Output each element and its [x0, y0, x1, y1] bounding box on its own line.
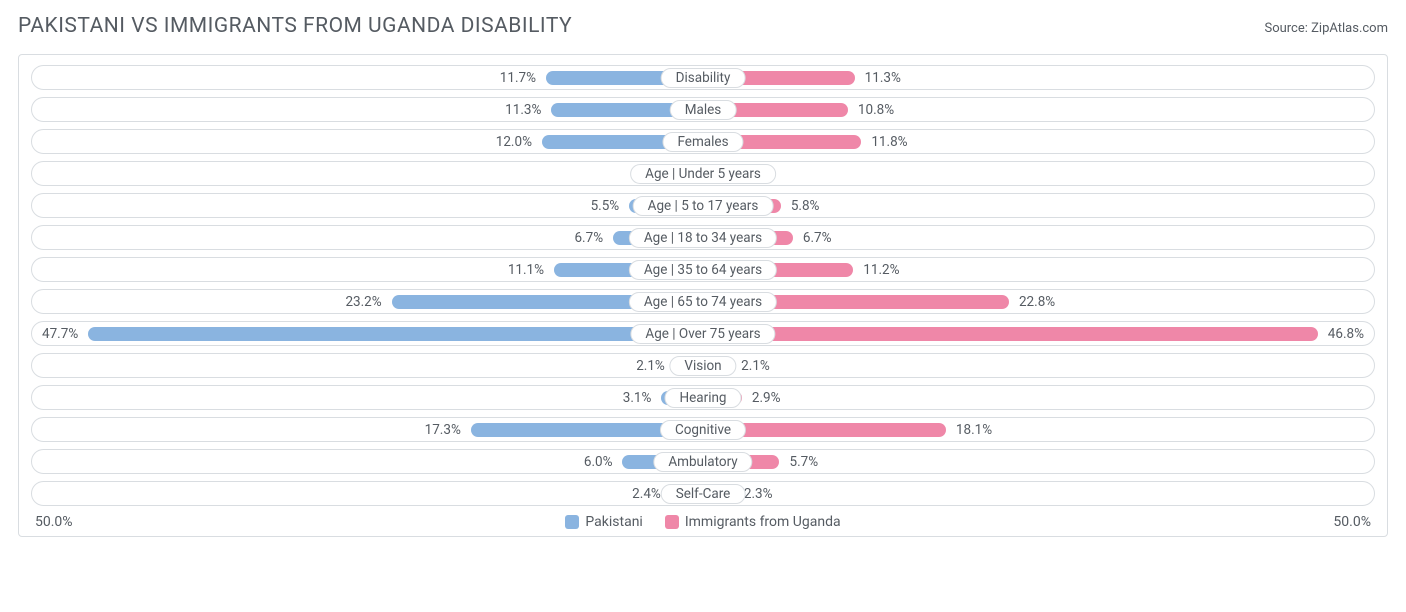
bar-left-value: 3.1% [613, 390, 662, 406]
bar-left-half: 5.5% [32, 194, 703, 217]
bar-right-value: 11.2% [853, 262, 909, 278]
bar-left-value: 11.3% [495, 102, 551, 118]
bar-left-value: 11.7% [490, 70, 546, 86]
bar-right-half: 1.1% [703, 162, 1374, 185]
bar-right-value: 5.7% [779, 454, 828, 470]
bar-left [88, 327, 703, 341]
chart-row: 6.7% 6.7% Age | 18 to 34 years [31, 225, 1375, 250]
row-label: Age | 18 to 34 years [629, 228, 777, 248]
bar-left-half: 2.1% [32, 354, 703, 377]
bar-left-half: 6.7% [32, 226, 703, 249]
bar-right-half: 11.2% [703, 258, 1374, 281]
chart-row: 5.5% 5.8% Age | 5 to 17 years [31, 193, 1375, 218]
bar-left-half: 17.3% [32, 418, 703, 441]
row-label: Age | Over 75 years [630, 324, 775, 344]
bar-left-value: 23.2% [335, 294, 391, 310]
chart-title: PAKISTANI VS IMMIGRANTS FROM UGANDA DISA… [18, 14, 572, 38]
bar-left-half: 47.7% [32, 322, 703, 345]
bar-right-value: 11.8% [861, 134, 917, 150]
row-label: Vision [669, 356, 736, 376]
bar-left-value: 6.0% [574, 454, 623, 470]
row-label: Age | 5 to 17 years [633, 196, 774, 216]
bar-left-half: 6.0% [32, 450, 703, 473]
bar-left-half: 11.7% [32, 66, 703, 89]
chart-row: 11.7% 11.3% Disability [31, 65, 1375, 90]
chart-container: 11.7% 11.3% Disability 11.3% 10.8% Males 12.0%… [18, 54, 1388, 537]
bar-left-half: 1.3% [32, 162, 703, 185]
bar-right-half: 2.9% [703, 386, 1374, 409]
chart-row: 3.1% 2.9%Hearing [31, 385, 1375, 410]
bar-right-value: 46.8% [1318, 326, 1374, 342]
chart-row: 2.1% 2.1%Vision [31, 353, 1375, 378]
header: PAKISTANI VS IMMIGRANTS FROM UGANDA DISA… [18, 14, 1388, 38]
chart-row: 1.3%1.1%Age | Under 5 years [31, 161, 1375, 186]
bar-right-half: 10.8% [703, 98, 1374, 121]
bar-right-half: 18.1% [703, 418, 1374, 441]
row-label: Males [670, 100, 737, 120]
bar-left-value: 6.7% [564, 230, 613, 246]
scale-right-label: 50.0% [1333, 514, 1371, 530]
row-label: Females [662, 132, 743, 152]
row-label: Cognitive [660, 420, 746, 440]
chart-row: 47.7% 46.8% Age | Over 75 years [31, 321, 1375, 346]
bar-right-half: 6.7% [703, 226, 1374, 249]
chart-row: 11.1% 11.2% Age | 35 to 64 years [31, 257, 1375, 282]
row-label: Self-Care [661, 484, 746, 504]
bar-right-half: 11.3% [703, 66, 1374, 89]
bar-left-value: 11.1% [498, 262, 554, 278]
bar-left-half: 2.4% [32, 482, 703, 505]
bar-right-half: 22.8% [703, 290, 1374, 313]
bar-left-value: 5.5% [581, 198, 630, 214]
bar-right [703, 327, 1318, 341]
bar-right-value: 11.3% [855, 70, 911, 86]
bar-left-half: 23.2% [32, 290, 703, 313]
bar-left-value: 12.0% [486, 134, 542, 150]
bar-right-half: 46.8% [703, 322, 1374, 345]
chart-row: 11.3% 10.8% Males [31, 97, 1375, 122]
legend: Pakistani Immigrants from Uganda [565, 514, 840, 530]
chart-row: 12.0% 11.8% Females [31, 129, 1375, 154]
bar-left-half: 12.0% [32, 130, 703, 153]
legend-item-left: Pakistani [565, 514, 642, 530]
bar-right-half: 11.8% [703, 130, 1374, 153]
bar-left-value: 17.3% [415, 422, 471, 438]
bar-left-half: 11.1% [32, 258, 703, 281]
bar-right-half: 5.8% [703, 194, 1374, 217]
chart-row: 6.0% 5.7% Ambulatory [31, 449, 1375, 474]
scale-left-label: 50.0% [35, 514, 73, 530]
chart-footer: 50.0% Pakistani Immigrants from Uganda 5… [25, 512, 1381, 530]
bar-left-half: 3.1% [32, 386, 703, 409]
bar-right-half: 5.7% [703, 450, 1374, 473]
chart-row: 2.4%2.3%Self-Care [31, 481, 1375, 506]
bar-right-half: 2.1% [703, 354, 1374, 377]
bar-right-value: 5.8% [781, 198, 830, 214]
chart-rows: 11.7% 11.3% Disability 11.3% 10.8% Males 12.0%… [25, 65, 1381, 506]
bar-right-value: 2.9% [742, 390, 791, 406]
legend-swatch-right [665, 515, 679, 529]
bar-right-value: 2.1% [731, 358, 780, 374]
bar-left-value: 2.1% [626, 358, 675, 374]
source-attribution: Source: ZipAtlas.com [1264, 21, 1388, 36]
row-label: Hearing [664, 388, 741, 408]
row-label: Ambulatory [653, 452, 752, 472]
legend-label-left: Pakistani [585, 514, 642, 530]
bar-right-value: 22.8% [1009, 294, 1065, 310]
row-label: Disability [661, 68, 746, 88]
legend-item-right: Immigrants from Uganda [665, 514, 841, 530]
legend-swatch-left [565, 515, 579, 529]
bar-left-half: 11.3% [32, 98, 703, 121]
bar-right-value: 18.1% [946, 422, 1002, 438]
bar-left-value: 47.7% [32, 326, 88, 342]
chart-row: 23.2% 22.8% Age | 65 to 74 years [31, 289, 1375, 314]
bar-right-value: 10.8% [848, 102, 904, 118]
row-label: Age | 65 to 74 years [629, 292, 777, 312]
chart-row: 17.3% 18.1% Cognitive [31, 417, 1375, 442]
bar-right-half: 2.3% [703, 482, 1374, 505]
legend-label-right: Immigrants from Uganda [685, 514, 841, 530]
bar-right-value: 6.7% [793, 230, 842, 246]
row-label: Age | Under 5 years [630, 164, 776, 184]
row-label: Age | 35 to 64 years [629, 260, 777, 280]
